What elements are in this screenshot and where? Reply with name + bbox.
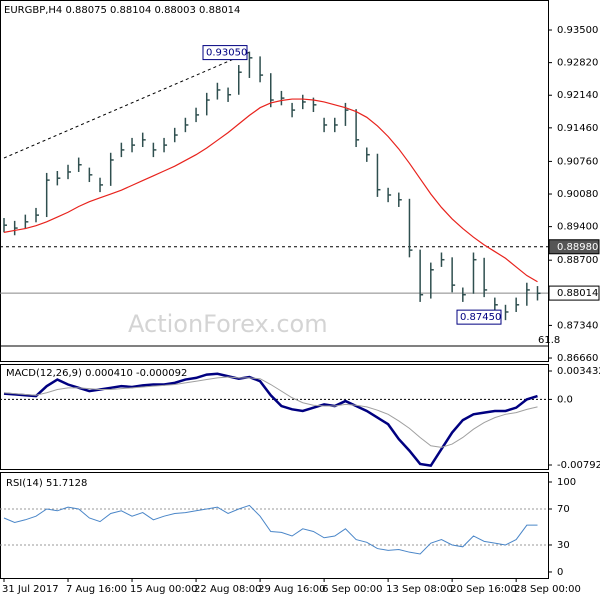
y-tick-label: 100 (557, 477, 576, 488)
x-tick-label: 20 Sep 16:00 (450, 584, 517, 595)
y-tick-label: 0.92140 (557, 90, 598, 101)
x-tick-label: 31 Jul 2017 (2, 584, 59, 595)
y-tick-label: 0.90760 (557, 156, 598, 167)
y-tick-label: 0.87340 (557, 320, 598, 331)
level-box (548, 285, 600, 301)
x-tick-label: 28 Sep 00:00 (514, 584, 581, 595)
annotation-box (456, 309, 502, 325)
trend-line (3, 51, 251, 159)
rsi-label: RSI(14) 51.7128 (6, 478, 87, 489)
x-tick-label: 22 Aug 08:00 (194, 584, 261, 595)
y-tick-label: -0.007925 (557, 460, 600, 471)
level-label: 0.88014 (557, 288, 598, 299)
macd-line (3, 372, 538, 467)
price-panel (0, 0, 549, 362)
x-tick-label: 29 Aug 16:00 (258, 584, 325, 595)
annotation-label: 0.93050 (206, 48, 247, 59)
y-tick-label: 0.0 (557, 394, 573, 405)
macd-label: MACD(12,26,9) 0.000410 -0.000092 (6, 368, 187, 379)
annotation-label: 0.87450 (460, 312, 501, 323)
annotation-box (202, 45, 248, 61)
fib-label: 61.8 (538, 335, 560, 346)
level-box (548, 239, 600, 255)
y-tick-label: 0.93500 (557, 25, 598, 36)
macd-panel (0, 364, 549, 470)
signal-line (3, 376, 538, 448)
y-tick-label: 70 (557, 504, 570, 515)
x-tick-label: 13 Sep 08:00 (386, 584, 453, 595)
chart-title: EURGBP,H4 0.88075 0.88104 0.88003 0.8801… (4, 5, 240, 16)
moving-average (3, 98, 538, 283)
watermark: ActionForex.com (128, 310, 328, 338)
x-tick-label: 7 Aug 16:00 (66, 584, 127, 595)
y-tick-label: 0.003432 (557, 366, 600, 377)
y-tick-label: 0.92820 (557, 58, 598, 69)
y-tick-label: 0.91460 (557, 123, 598, 134)
level-label: 0.88980 (557, 242, 598, 253)
y-tick-label: 0.89400 (557, 222, 598, 233)
y-tick-label: 0.90080 (557, 189, 598, 200)
y-tick-label: 0 (557, 567, 563, 578)
rsi-panel (0, 472, 549, 579)
y-tick-label: 30 (557, 540, 570, 551)
y-tick-label: 0.88700 (557, 255, 598, 266)
y-tick-label: 0.86660 (557, 353, 598, 364)
rsi-line (3, 504, 538, 555)
x-tick-label: 15 Aug 00:00 (130, 584, 197, 595)
x-tick-label: 6 Sep 00:00 (322, 584, 382, 595)
